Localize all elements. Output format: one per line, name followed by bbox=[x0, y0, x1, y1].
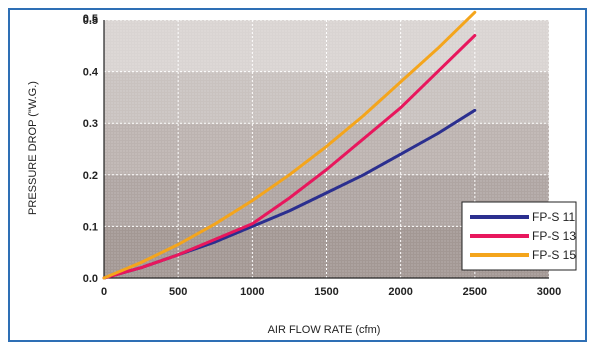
y-tick-label: 0.1 bbox=[83, 221, 98, 233]
x-tick-label: 3000 bbox=[537, 286, 561, 298]
series-line-fp-s-15 bbox=[102, 10, 477, 280]
x-tick-label: 2000 bbox=[388, 286, 412, 298]
legend-label-fp-s-15: FP-S 15 bbox=[532, 248, 576, 262]
x-tick-label: 0 bbox=[101, 286, 107, 298]
series-line-fp-s-13 bbox=[102, 34, 477, 280]
x-tick-label: 500 bbox=[169, 286, 187, 298]
y-tick-label: 0.5 bbox=[83, 15, 98, 27]
y-tick-label: 0.2 bbox=[83, 170, 98, 182]
legend-label-fp-s-13: FP-S 13 bbox=[532, 229, 576, 243]
legend-label-fp-s-11: FP-S 11 bbox=[532, 210, 575, 224]
y-tick-label: 0.4 bbox=[83, 67, 99, 79]
y-tick-label: 0.0 bbox=[83, 273, 98, 285]
x-tick-labels: 0 500 1000 1500 2000 2500 3000 bbox=[101, 286, 561, 298]
axes bbox=[103, 20, 549, 279]
x-tick-label: 2500 bbox=[463, 286, 487, 298]
x-tick-label: 1500 bbox=[314, 286, 338, 298]
y-tick-labels: 0.00.10.20.30.40.50.5 bbox=[83, 13, 99, 285]
y-tick-label: 0.5 bbox=[83, 13, 98, 25]
x-axis-label: AIR FLOW RATE (cfm) bbox=[268, 324, 381, 336]
y-axis-label: PRESSURE DROP ("W.G.) bbox=[27, 81, 39, 215]
legend: FP-S 11 FP-S 13 FP-S 15 bbox=[461, 201, 577, 271]
y-tick-label: 0.3 bbox=[83, 118, 98, 130]
x-tick-label: 1000 bbox=[240, 286, 264, 298]
series-lines bbox=[102, 10, 477, 280]
